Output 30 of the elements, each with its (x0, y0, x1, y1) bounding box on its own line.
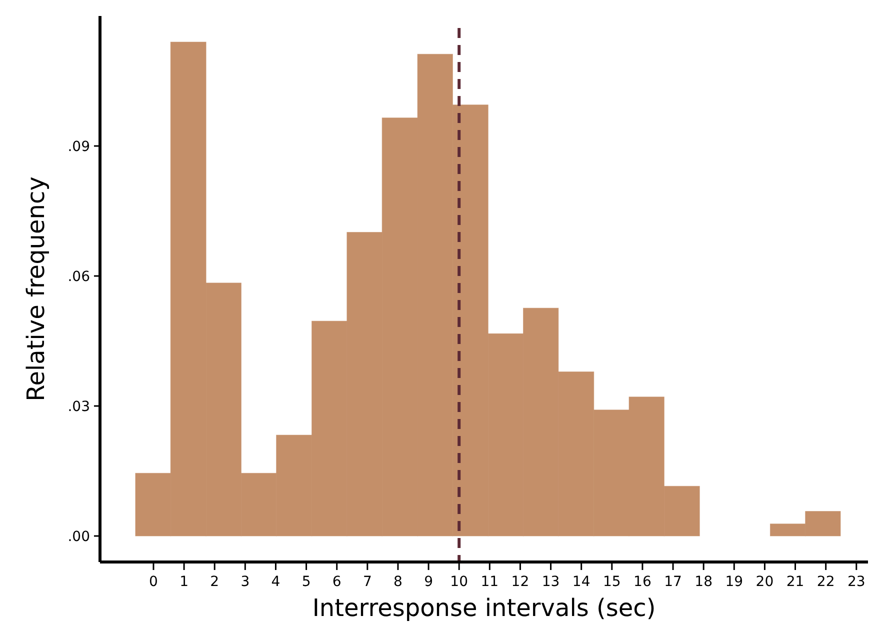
x-tick-label: 7 (362, 574, 372, 590)
x-axis-title: Interresponse intervals (sec) (312, 594, 656, 622)
y-tick-label: .03 (68, 398, 90, 415)
x-tick-label: 6 (332, 574, 342, 590)
x-tick-label: 1 (180, 574, 189, 590)
y-tick-label: .09 (68, 138, 90, 155)
x-tick-label: 4 (271, 574, 280, 590)
x-tick-label: 17 (664, 574, 682, 590)
y-tick-label: .06 (68, 268, 90, 285)
x-tick-label: 8 (394, 574, 402, 590)
x-tick-label: 3 (240, 574, 250, 590)
y-axis-title: Relative frequency (22, 176, 50, 402)
y-tick-label: .00 (68, 528, 90, 545)
x-tick-label: 2 (210, 574, 220, 590)
x-tick-label: 15 (602, 574, 621, 590)
x-tick-label: 0 (149, 574, 158, 590)
x-tick-label: 14 (572, 574, 590, 590)
x-tick-label: 13 (542, 574, 560, 590)
x-tick-label: 16 (634, 574, 652, 590)
x-tick-label: 12 (511, 574, 530, 590)
x-tick-label: 10 (450, 574, 468, 590)
x-tick-label: 22 (816, 574, 835, 590)
x-tick-label: 18 (694, 574, 712, 590)
x-tick-label: 21 (786, 574, 804, 590)
x-tick-label: 9 (424, 574, 433, 590)
x-tick-label: 23 (847, 574, 866, 590)
x-tick-label: 11 (480, 574, 499, 590)
x-tick-label: 5 (302, 574, 311, 590)
x-tick-label: 19 (725, 574, 744, 590)
x-tick-label: 20 (756, 574, 774, 590)
